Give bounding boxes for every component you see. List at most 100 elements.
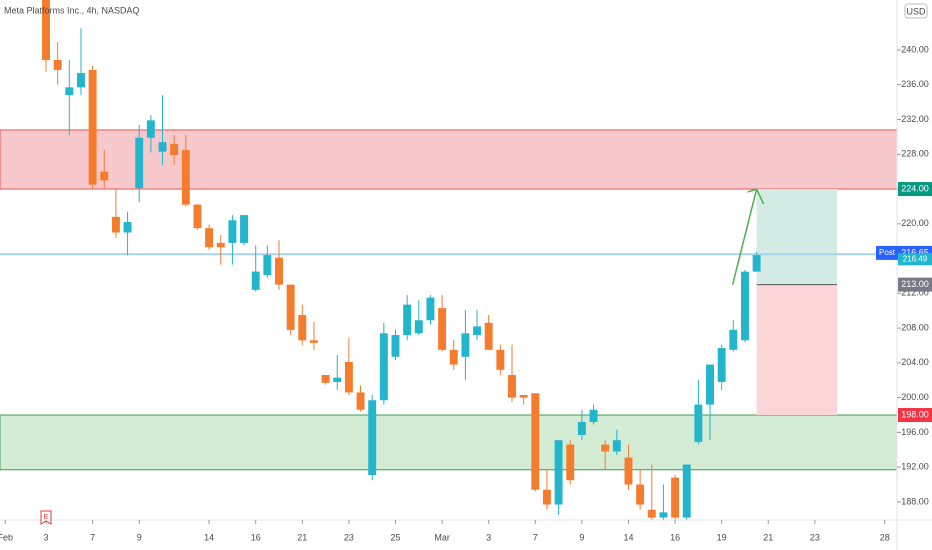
zone <box>0 129 897 190</box>
candle-body <box>275 257 283 285</box>
x-tick-label: 25 <box>390 532 400 542</box>
event-flag <box>40 510 52 525</box>
loss-zone <box>756 284 838 416</box>
y-tick-label: 204.00 <box>901 357 929 367</box>
candle-body <box>88 69 97 185</box>
currency-box[interactable] <box>904 3 928 19</box>
candle-body <box>181 149 190 205</box>
stop-label: 198.00 <box>901 409 929 419</box>
candle-body <box>682 464 691 518</box>
x-tick-label: 7 <box>533 532 538 542</box>
y-tick-label: 196.00 <box>901 427 929 437</box>
candle-body <box>344 361 353 393</box>
candle-body <box>228 220 237 243</box>
y-tick-label: 212.00 <box>901 288 929 298</box>
candle-body <box>554 440 563 505</box>
y-tick-label: 240.00 <box>901 44 929 54</box>
target-label: 224.00 <box>901 183 929 193</box>
candle-body <box>589 409 598 422</box>
chart-title: Meta Platforms Inc., 4h, NASDAQ <box>4 5 140 15</box>
x-tick-label: 3 <box>486 532 491 542</box>
candle-body <box>496 349 505 370</box>
candle-body <box>752 255 761 272</box>
x-tick-label: 3 <box>44 532 49 542</box>
candle-body <box>309 340 318 343</box>
post-name: Post <box>879 248 896 257</box>
candle-body <box>65 87 74 96</box>
candle-body <box>391 335 400 357</box>
x-tick-label: Mar <box>434 532 450 542</box>
candle-body <box>531 393 540 490</box>
candle-body <box>158 142 167 152</box>
candle-body <box>729 329 738 350</box>
candle-body <box>577 421 586 435</box>
candle-body <box>216 242 225 248</box>
candle-body <box>636 484 645 505</box>
y-tick-label: 236.00 <box>901 79 929 89</box>
candle-body <box>356 392 365 410</box>
stop-label-bg <box>898 408 932 423</box>
candle-body <box>333 377 342 382</box>
candle-body <box>251 271 260 290</box>
candle-body <box>53 59 62 70</box>
x-tick-label: 21 <box>763 532 773 542</box>
candle-body <box>286 284 295 330</box>
candle-body <box>508 375 516 398</box>
candle-body <box>566 444 575 481</box>
candle-body <box>741 271 749 341</box>
y-tick-label: 208.00 <box>901 322 929 332</box>
event-label: E <box>44 514 49 521</box>
candle-body <box>612 440 621 452</box>
last-price-bg <box>898 253 932 266</box>
last-price: 216.49 <box>903 254 928 263</box>
x-tick-label: 28 <box>880 532 890 542</box>
candle-body <box>717 348 726 382</box>
candle-body <box>484 322 493 350</box>
candle-body <box>368 400 377 475</box>
candle-body <box>449 349 458 365</box>
candle-body <box>321 375 330 383</box>
candle-body <box>42 0 50 60</box>
candle-body <box>123 222 132 233</box>
x-tick-label: 19 <box>717 532 727 542</box>
candle-body <box>426 297 435 321</box>
arrow-head <box>747 188 765 205</box>
candle-body <box>77 73 85 88</box>
candle-body <box>647 509 656 518</box>
arrow <box>731 188 758 285</box>
candle-body <box>519 395 528 398</box>
y-tick-label: 192.00 <box>901 462 929 472</box>
y-tick-label: 200.00 <box>901 392 929 402</box>
x-tick-label: 7 <box>90 532 95 542</box>
plot-area <box>0 0 897 520</box>
x-tick-label: 23 <box>344 532 354 542</box>
candle-body <box>624 457 633 485</box>
post-price: 216.65 <box>901 247 929 257</box>
candle-body <box>461 333 470 357</box>
candle-body <box>298 315 307 341</box>
candle-body <box>111 216 120 233</box>
candle-body <box>263 255 272 276</box>
entry-label-bg <box>898 277 932 292</box>
x-tick-label: Feb <box>0 532 13 542</box>
candle-body <box>205 228 214 248</box>
y-tick-label: 188.00 <box>901 496 929 506</box>
x-tick-label: 14 <box>204 532 214 542</box>
y-tick-label: 220.00 <box>901 218 929 228</box>
candle-body <box>601 444 610 452</box>
candle-body <box>542 489 551 505</box>
x-tick-label: 9 <box>137 532 142 542</box>
candle-body <box>135 137 144 189</box>
candle-body <box>240 215 249 243</box>
x-tick-label: 9 <box>579 532 584 542</box>
candle-body <box>100 171 109 181</box>
x-tick-label: 16 <box>670 532 680 542</box>
x-tick-label: 14 <box>623 532 633 542</box>
candle-body <box>438 308 447 350</box>
candle-body <box>379 333 388 401</box>
candle-body <box>414 320 423 334</box>
y-tick-label: 228.00 <box>901 149 929 159</box>
target-label-bg <box>898 182 932 197</box>
